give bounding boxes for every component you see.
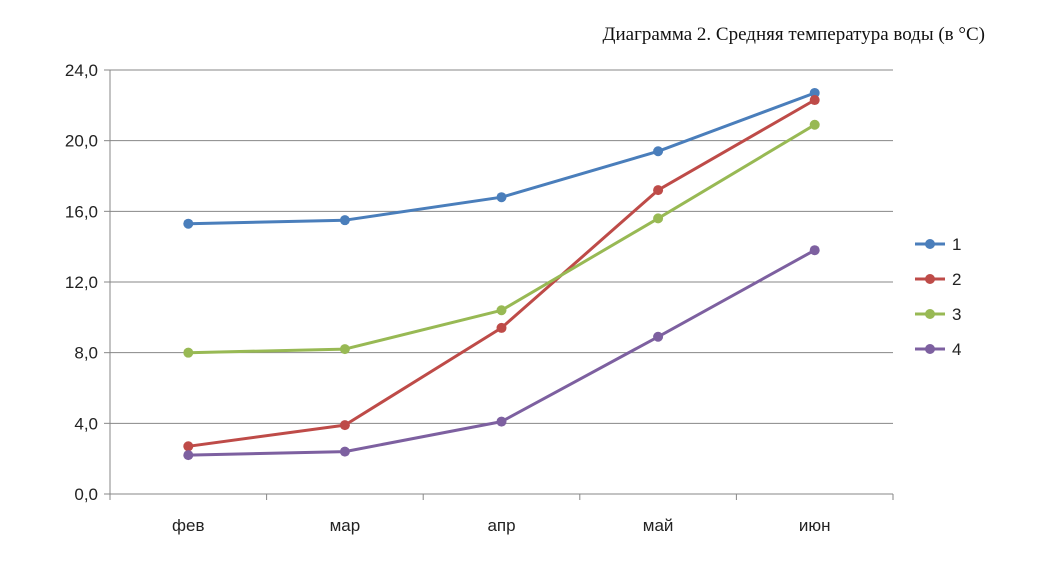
data-point: [496, 305, 507, 316]
x-tick-label: май: [643, 516, 674, 535]
data-point: [809, 119, 820, 130]
series-4: [183, 245, 820, 461]
legend-item-2: 2: [915, 270, 961, 289]
data-point: [339, 420, 350, 431]
data-point: [809, 95, 820, 106]
legend: 1 2 3 4: [915, 235, 961, 359]
y-axis-ticks: 0,0 4,0 8,0 12,0 16,0 20,0 24,0: [65, 61, 98, 504]
legend-label: 4: [952, 340, 961, 359]
data-point: [809, 245, 820, 256]
y-tick-label: 8,0: [74, 344, 98, 363]
data-point: [496, 416, 507, 427]
series-line: [186, 123, 817, 355]
data-point: [653, 331, 664, 342]
series-lines: [183, 87, 820, 461]
x-tick-label: фев: [172, 516, 204, 535]
data-point: [183, 450, 194, 461]
legend-marker: [925, 274, 935, 284]
legend-marker: [925, 239, 935, 249]
series-line: [186, 98, 817, 448]
series-line: [186, 91, 817, 226]
y-tick-label: 0,0: [74, 485, 98, 504]
y-tick-label: 16,0: [65, 202, 98, 221]
y-tick-label: 12,0: [65, 273, 98, 292]
data-point: [183, 218, 194, 229]
legend-item-4: 4: [915, 340, 961, 359]
y-tick-label: 24,0: [65, 61, 98, 80]
legend-item-3: 3: [915, 305, 961, 324]
axes: [104, 69, 894, 500]
data-point: [809, 87, 820, 98]
data-point: [653, 213, 664, 224]
chart-title: Диаграмма 2. Средняя температура воды (в…: [602, 24, 985, 45]
data-point: [496, 322, 507, 333]
data-point: [339, 215, 350, 226]
x-tick-label: мар: [330, 516, 361, 535]
series-2: [183, 95, 820, 452]
legend-label: 2: [952, 270, 961, 289]
y-tick-label: 20,0: [65, 132, 98, 151]
data-point: [339, 446, 350, 457]
legend-label: 1: [952, 235, 961, 254]
legend-item-1: 1: [915, 235, 961, 254]
legend-marker: [925, 309, 935, 319]
x-tick-label: июн: [799, 516, 831, 535]
data-point: [653, 185, 664, 196]
series-1: [183, 87, 820, 229]
y-tick-label: 4,0: [74, 414, 98, 433]
legend-marker: [925, 344, 935, 354]
legend-label: 3: [952, 305, 961, 324]
x-axis-ticks: фев мар апр май июн: [172, 516, 830, 535]
data-point: [339, 344, 350, 355]
data-point: [183, 441, 194, 452]
data-point: [183, 347, 194, 358]
series-3: [183, 119, 820, 358]
x-tick-label: апр: [487, 516, 515, 535]
data-point: [653, 146, 664, 157]
data-point: [496, 192, 507, 203]
